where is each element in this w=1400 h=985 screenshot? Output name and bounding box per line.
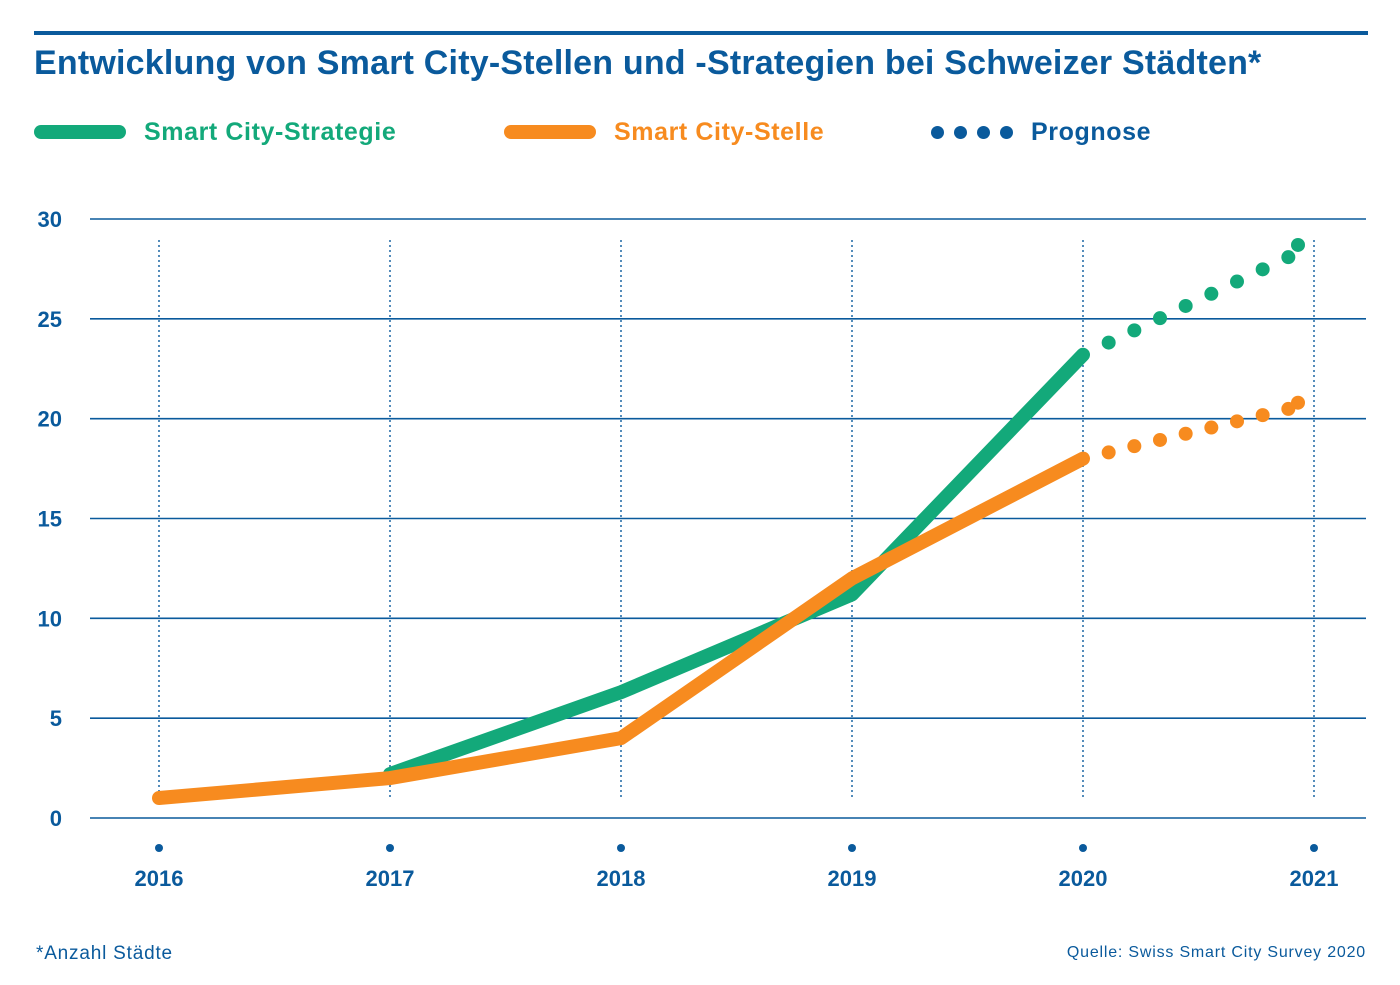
y-tick-label-10: 10	[38, 606, 62, 631]
x-tick-label-2021: 2021	[1290, 866, 1339, 891]
forecast-dot-strategy-7	[1255, 262, 1270, 277]
forecast-dot-office-9	[1291, 395, 1305, 410]
x-tick-dot-2019	[848, 844, 856, 852]
forecast-dot-office-3	[1153, 432, 1167, 447]
series-line-office	[152, 451, 1090, 806]
y-tick-label-5: 5	[50, 706, 62, 731]
y-tick-label-15: 15	[38, 507, 62, 532]
x-tick-dot-2017	[386, 844, 394, 852]
y-tick-label-20: 20	[38, 407, 62, 432]
forecast-dot-strategy-4	[1178, 298, 1193, 313]
forecast-dot-office-6	[1230, 414, 1244, 429]
axis-layer: 0 5 10 15 20 25 30 2016 2017 2018 2019 2020 2021	[38, 207, 1339, 891]
x-tick-dot-2018	[617, 844, 625, 852]
source-note: Quelle: Swiss Smart City Survey 2020	[1066, 944, 1366, 961]
x-tick-dot-2021	[1310, 844, 1318, 852]
legend-label-forecast: Prognose	[1031, 117, 1152, 146]
x-tick-label-2016: 2016	[135, 866, 184, 891]
legend-label-office: Smart City-Stelle	[614, 117, 825, 146]
legend-item-office: Smart City-Stelle	[504, 112, 824, 152]
forecast-dot-office-7	[1255, 408, 1270, 423]
legend-swatch-office	[504, 125, 596, 139]
x-tick-dot-2020	[1079, 844, 1087, 852]
x-tick-label-2019: 2019	[828, 866, 877, 891]
legend-label-strategy: Smart City-Strategie	[144, 117, 397, 146]
forecast-dot-office-1	[1101, 445, 1116, 460]
legend: Smart City-Strategie Smart City-Stelle P…	[0, 112, 1400, 152]
series-layer	[152, 237, 1305, 806]
forecast-dot-strategy-6	[1230, 274, 1244, 289]
forecast-dot-strategy-9	[1291, 237, 1305, 252]
chart-title: Entwicklung von Smart City-Stellen und -…	[34, 44, 1262, 82]
legend-swatch-forecast	[931, 125, 1013, 139]
y-tick-label-30: 30	[38, 207, 62, 232]
forecast-dot-strategy-1	[1101, 335, 1116, 350]
x-tick-label-2020: 2020	[1059, 866, 1108, 891]
forecast-dot-strategy-5	[1204, 286, 1219, 301]
series-line-strategy	[383, 347, 1090, 782]
y-tick-label-0: 0	[50, 806, 62, 831]
y-tick-label-25: 25	[38, 307, 62, 332]
forecast-dot-office-5	[1204, 420, 1219, 435]
legend-swatch-strategy	[34, 125, 126, 139]
top-rule	[34, 31, 1368, 35]
grid-layer	[90, 218, 1366, 819]
forecast-dot-office-2	[1127, 439, 1142, 454]
x-tick-label-2017: 2017	[366, 866, 415, 891]
footnote: *Anzahl Städte	[36, 943, 173, 964]
forecast-dot-strategy-8	[1281, 250, 1296, 265]
forecast-dot-strategy-3	[1153, 311, 1167, 326]
legend-item-strategy: Smart City-Strategie	[34, 112, 396, 152]
forecast-dot-strategy-2	[1127, 323, 1142, 338]
x-tick-dot-2016	[155, 844, 163, 852]
forecast-dot-office-4	[1178, 426, 1193, 441]
legend-item-forecast: Prognose	[931, 112, 1151, 152]
x-tick-label-2018: 2018	[597, 866, 646, 891]
